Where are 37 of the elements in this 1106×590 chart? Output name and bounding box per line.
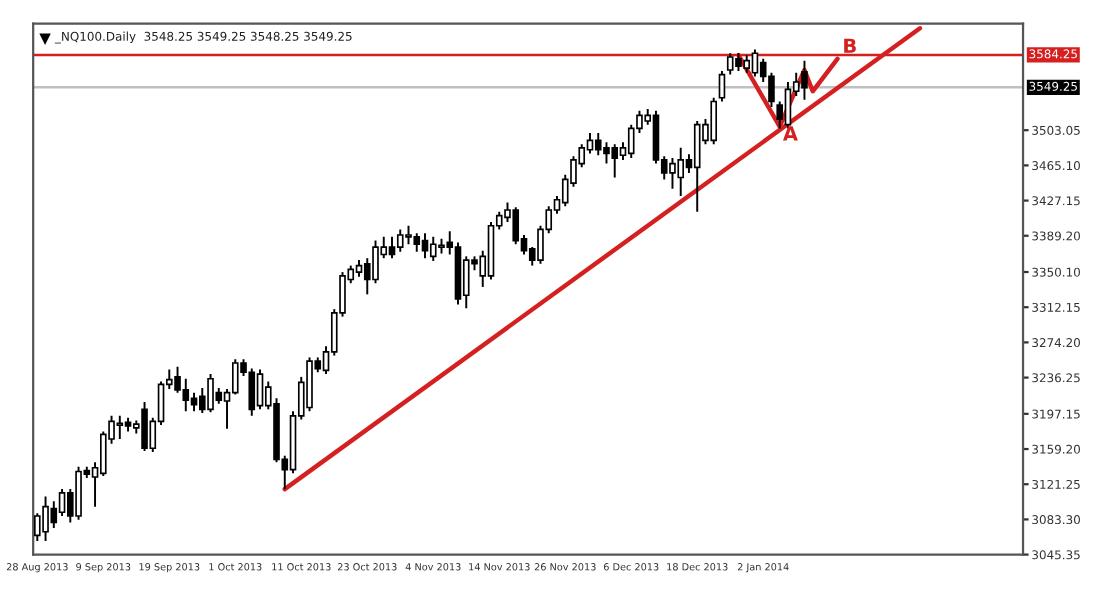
candlestick (231, 358, 239, 396)
candlestick (388, 235, 396, 260)
candlestick (421, 232, 429, 260)
candlestick (512, 206, 520, 246)
candlestick (58, 488, 66, 517)
candlestick (248, 367, 256, 417)
candlestick (603, 141, 610, 165)
candlestick (801, 59, 808, 101)
candlestick (75, 465, 82, 521)
candlestick (33, 512, 41, 542)
candlestick (693, 119, 701, 213)
candlestick (726, 52, 734, 76)
candlestick (50, 500, 58, 529)
candlestick (627, 123, 635, 160)
candlestick (405, 224, 412, 246)
candlestick (306, 356, 313, 413)
candlestick (751, 48, 759, 78)
candlestick (784, 81, 792, 130)
candlestick (174, 365, 181, 394)
candlestick (718, 69, 726, 103)
candlestick (256, 368, 264, 411)
candlestick (116, 414, 124, 440)
candlestick (429, 235, 437, 262)
candlestick (372, 239, 379, 285)
candlestick (396, 228, 404, 253)
candlestick (207, 373, 214, 414)
annotation: A (783, 126, 798, 141)
candlestick (190, 391, 198, 413)
annotation: B (844, 38, 856, 53)
candlestick (413, 232, 421, 253)
candlestick (669, 157, 676, 190)
candlestick (141, 400, 148, 453)
candlestick (594, 132, 602, 157)
candlestick (710, 96, 718, 146)
candlestick (677, 146, 685, 198)
candlestick (42, 495, 49, 542)
candlestick (611, 143, 619, 179)
